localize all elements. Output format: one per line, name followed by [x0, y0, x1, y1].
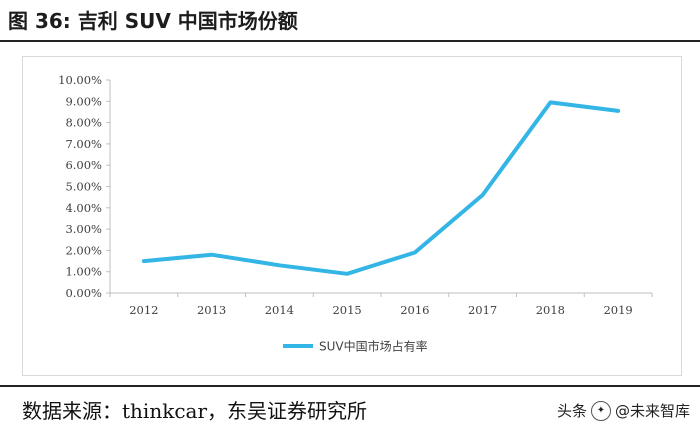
legend-label: SUV中国市场占有率 — [319, 339, 428, 354]
x-tick-label: 2015 — [332, 303, 361, 317]
series-line — [141, 100, 621, 276]
x-tick-label: 2012 — [129, 303, 158, 317]
top-rule — [0, 40, 700, 42]
x-tick-label: 2019 — [603, 303, 632, 317]
figure-title: 图 36: 吉利 SUV 中国市场份额 — [8, 9, 298, 33]
y-tick-label: 4.00% — [65, 201, 102, 215]
y-tick-label: 2.00% — [65, 243, 102, 257]
x-tick-label: 2016 — [400, 303, 429, 317]
y-tick-label: 5.00% — [65, 180, 102, 194]
chart-frame — [22, 56, 682, 376]
x-tick-label: 2018 — [536, 303, 565, 317]
y-tick-label: 3.00% — [65, 222, 102, 236]
y-tick-label: 0.00% — [65, 286, 102, 300]
source-note: 数据来源：thinkcar，东吴证券研究所 — [22, 399, 367, 423]
y-tick-label: 7.00% — [65, 137, 102, 151]
x-tick-label: 2013 — [197, 303, 226, 317]
chat-bubble-icon: ✦ — [590, 401, 611, 421]
watermark-prefix: 头条 — [556, 402, 587, 420]
watermark-name: @未来智库 — [614, 402, 690, 420]
y-tick-label: 10.00% — [58, 73, 102, 87]
bottom-rule — [0, 385, 700, 387]
watermark: 头条 ✦ @未来智库 — [557, 398, 690, 424]
x-tick-label: 2017 — [468, 303, 497, 317]
y-tick-label: 1.00% — [65, 265, 102, 279]
x-tick-label: 2014 — [265, 303, 294, 317]
y-tick-label: 6.00% — [65, 158, 102, 172]
y-tick-label: 9.00% — [65, 94, 102, 108]
y-tick-label: 8.00% — [65, 116, 102, 130]
